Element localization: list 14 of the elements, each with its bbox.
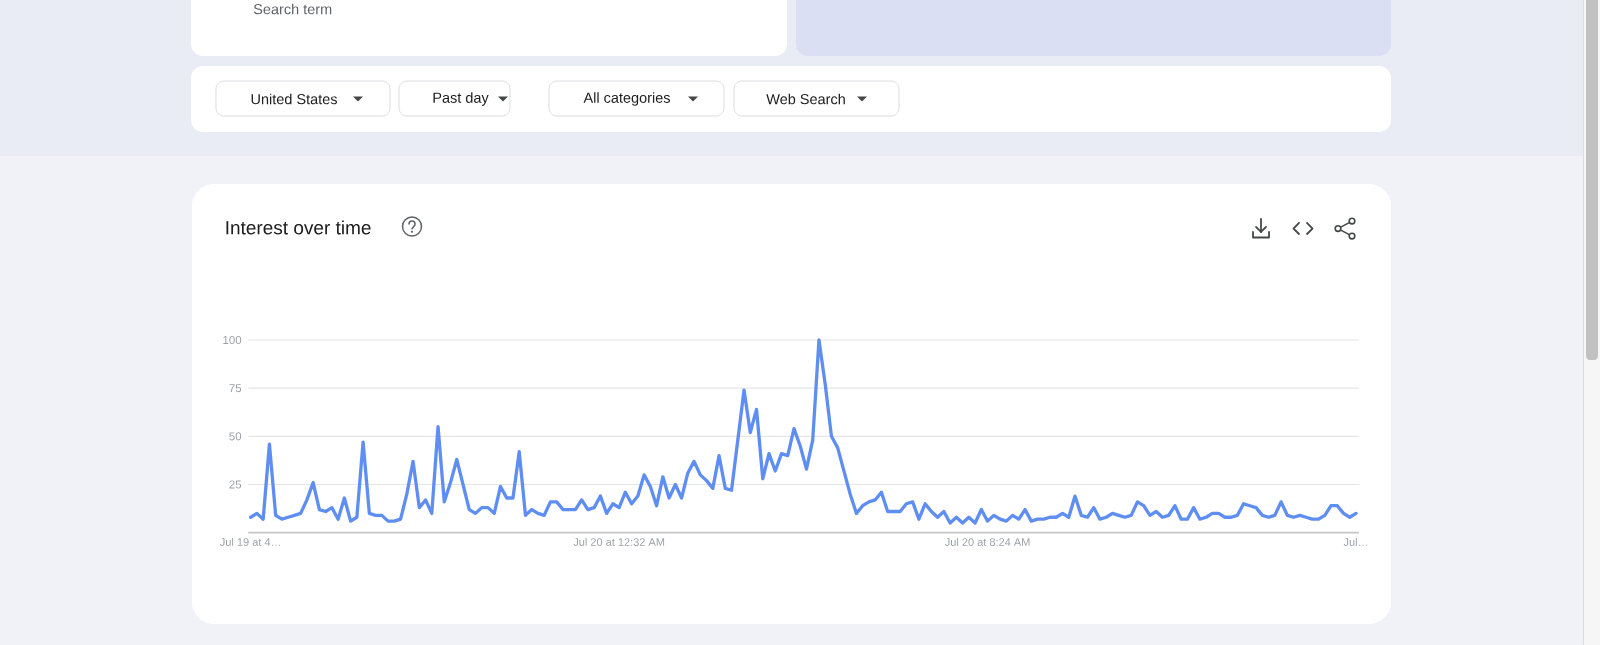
y-tick-label: 50 [229,432,242,441]
x-tick-label: Jul 20 at 12:32 AM [573,537,665,546]
text: Past day [433,92,489,106]
y-tick-label: 25 [229,480,242,489]
text: Search term [253,3,332,15]
text: All categories [583,92,670,106]
text: United States [251,93,337,105]
y-tick-label: 100 [223,335,242,345]
chart-title: Interest over time [226,220,371,235]
text: Web Search [766,93,845,105]
y-tick-label: 75 [229,384,242,393]
x-tick-label: Jul 20 at 8:24 AM [944,537,1030,546]
x-tick-label: Jul 19 at 4… [219,537,281,546]
x-tick-label: Jul… [1343,537,1368,546]
